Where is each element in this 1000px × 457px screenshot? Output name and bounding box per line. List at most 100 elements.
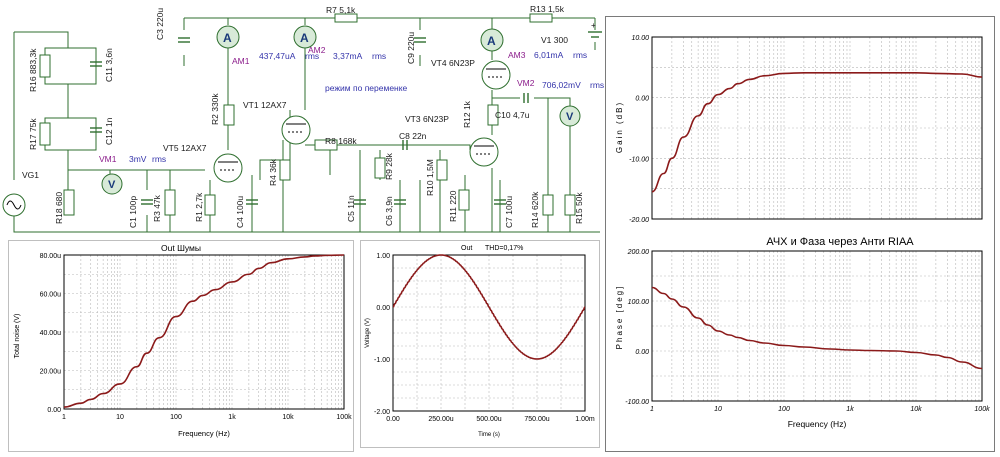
label-vm1: VM1 — [99, 154, 117, 164]
label-c10: C10 4,7u — [495, 110, 530, 120]
value-am3: 6,01mA — [534, 50, 564, 60]
y-tick-label: 0.00 — [635, 349, 649, 356]
label-c4: C4 100u — [235, 196, 245, 228]
plot-frame — [651, 250, 983, 402]
label-r16: R16 883,3k — [28, 48, 38, 92]
unit-am1: rms — [305, 51, 319, 61]
x-tick-label: 100k — [974, 406, 990, 413]
label-r10: R10 1,5M — [425, 159, 435, 196]
x-axis-label: Frequency (Hz) — [788, 419, 847, 429]
tube-vt5 — [213, 153, 243, 183]
label-c8: C8 22n — [399, 131, 427, 141]
signal-source-vg1 — [2, 193, 26, 217]
y-tick-label: -100.00 — [625, 399, 649, 406]
plot-frame — [392, 254, 586, 412]
ammeter-am2: A — [293, 25, 317, 49]
circuit-schematic: A A A V V C3 220u R7 5,1k R13 1,5k V1 30… — [2, 4, 604, 233]
y-tick-label: 80.00u — [40, 253, 62, 260]
x-tick-label: 1k — [228, 414, 236, 421]
unit-am3: rms — [573, 50, 587, 60]
series-line-gain — [651, 71, 983, 193]
series-line-phase — [651, 286, 983, 370]
value-vm2: 706,02mV — [542, 80, 581, 90]
chart-title: Out Шумы — [161, 243, 201, 253]
y-tick-label: 200.00 — [627, 249, 650, 256]
label-c11: C11 3,6n — [104, 48, 114, 82]
unit-am2: rms — [372, 51, 386, 61]
y-tick-label: 40.00u — [40, 330, 62, 337]
y-tick-label: -2.00 — [374, 409, 390, 416]
label-am1: AM1 — [232, 56, 250, 66]
tube-vt1 — [281, 115, 311, 145]
x-tick-label: 10 — [714, 406, 722, 413]
y-tick-label: 0.00 — [376, 305, 390, 312]
x-tick-label: 750.00u — [524, 416, 549, 423]
noise-chart: Out Шумы 0.00 20.00u 40.00u 60.00u 80.00u 1 10 1… — [14, 243, 352, 438]
label-r14: R14 620k — [530, 191, 540, 228]
noise-chart-panel: Out Шумы 0.00 20.00u 40.00u 60.00u 80.00u 1 10 1… — [8, 240, 354, 452]
unit-vm2: rms — [590, 80, 604, 90]
riaa-response-chart: -20.00 -10.00 0.00 10.00 АЧХ и Фаза через Ан… — [615, 35, 990, 429]
svg-text:A: A — [223, 31, 232, 45]
label-c5: C5 11n — [346, 195, 356, 222]
y-tick-label: 0.00 — [47, 407, 61, 414]
y-tick-label: -10.00 — [629, 156, 649, 163]
label-am2: AM2 — [308, 45, 326, 55]
x-tick-label: 10 — [116, 414, 124, 421]
label-vt1: VT1 12AX7 — [243, 100, 287, 110]
label-mode: режим по переменке — [325, 83, 408, 93]
label-plus: + — [591, 20, 596, 30]
chart-title: АЧХ и Фаза через Анти RIAA — [766, 236, 914, 248]
tube-vt4 — [481, 60, 511, 90]
voltmeter-vm1: V — [101, 173, 123, 195]
label-r4: R4 36k — [268, 158, 278, 186]
x-tick-label: 100 — [778, 406, 790, 413]
unit-vm1: rms — [152, 154, 166, 164]
y-axis-label: Total noise (V) — [14, 314, 21, 359]
value-vm1: 3mV — [129, 154, 147, 164]
output-waveform-chart: Out THD=0,17% -2.00 -1.00 0.00 1.00 0.00 250.00… — [365, 245, 595, 438]
x-tick-label: 1 — [62, 414, 66, 421]
label-r12: R12 1k — [462, 100, 472, 128]
y-tick-label: 0.00 — [635, 96, 649, 103]
schematic-parts — [39, 13, 602, 216]
label-c12: C12 1n — [104, 117, 114, 145]
value-am1: 437,47uA — [259, 51, 296, 61]
label-vt5: VT5 12AX7 — [163, 143, 207, 153]
label-vm2: VM2 — [517, 78, 535, 88]
label-r11: R11 220 — [448, 190, 458, 222]
riaa-response-panel: -20.00 -10.00 0.00 10.00 АЧХ и Фаза через Ан… — [605, 16, 995, 452]
x-tick-label: 250.00u — [428, 416, 453, 423]
label-r7: R7 5,1k — [326, 5, 356, 15]
y-tick-label: -20.00 — [629, 217, 649, 224]
label-r9: R9 28k — [384, 152, 394, 180]
label-r18: R18 680 — [54, 192, 64, 224]
label-vg1: VG1 — [22, 170, 39, 180]
x-tick-label: 100k — [336, 414, 352, 421]
svg-text:A: A — [300, 31, 309, 45]
label-vt3: VT3 6N23P — [405, 114, 449, 124]
y-tick-label: 10.00 — [631, 35, 649, 42]
x-tick-label: 1k — [846, 406, 854, 413]
plot-frame — [651, 36, 983, 220]
ammeter-am3: A — [480, 28, 504, 52]
x-tick-label: 10k — [282, 414, 294, 421]
y-axis-label: Voltage (V) — [365, 318, 371, 348]
ammeter-am1: A — [216, 25, 240, 49]
thd-annotation: THD=0,17% — [485, 245, 523, 252]
y-tick-label: 20.00u — [40, 369, 62, 376]
x-tick-label: 10k — [910, 406, 922, 413]
label-r3: R3 47k — [152, 194, 162, 222]
svg-text:V: V — [566, 111, 574, 123]
x-tick-label: 100 — [170, 414, 182, 421]
label-c3: C3 220u — [155, 8, 165, 40]
x-axis-label: Frequency (Hz) — [178, 429, 230, 438]
svg-text:V: V — [108, 179, 116, 191]
x-tick-label: 1.00m — [575, 416, 595, 423]
label-c7: C7 100u — [504, 196, 514, 228]
label-c9: C9 220u — [406, 32, 416, 64]
y-tick-label: 60.00u — [40, 292, 62, 299]
value-am2: 3,37mA — [333, 51, 363, 61]
y-tick-label: 1.00 — [376, 253, 390, 260]
svg-text:A: A — [487, 34, 496, 48]
